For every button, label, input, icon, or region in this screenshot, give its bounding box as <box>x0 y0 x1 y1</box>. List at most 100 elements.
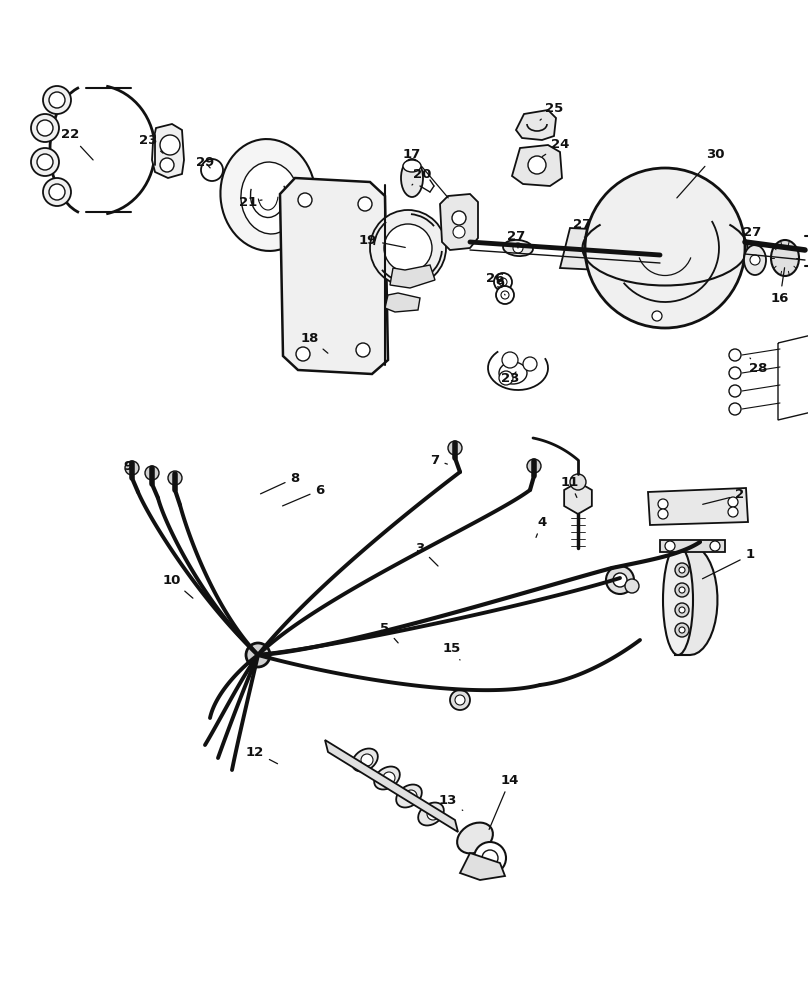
Circle shape <box>448 441 462 455</box>
Circle shape <box>679 567 685 573</box>
Circle shape <box>49 92 65 108</box>
Circle shape <box>625 579 639 593</box>
Polygon shape <box>390 265 435 288</box>
Text: 7: 7 <box>431 454 448 466</box>
Text: 29: 29 <box>196 155 214 168</box>
Text: 23: 23 <box>139 133 163 153</box>
Circle shape <box>496 286 514 304</box>
Circle shape <box>384 224 432 272</box>
Circle shape <box>455 695 465 705</box>
Text: 30: 30 <box>677 148 724 198</box>
Text: 19: 19 <box>359 233 406 247</box>
Text: 10: 10 <box>163 574 193 598</box>
Circle shape <box>499 278 507 286</box>
Ellipse shape <box>503 240 533 256</box>
Polygon shape <box>280 178 388 374</box>
Circle shape <box>502 352 518 368</box>
Text: 18: 18 <box>301 332 328 353</box>
Circle shape <box>658 509 668 519</box>
Circle shape <box>356 343 370 357</box>
Circle shape <box>31 148 59 176</box>
Circle shape <box>710 541 720 551</box>
Circle shape <box>160 135 180 155</box>
Circle shape <box>570 474 586 490</box>
Polygon shape <box>512 145 562 186</box>
Circle shape <box>523 357 537 371</box>
Circle shape <box>728 497 738 507</box>
Circle shape <box>652 311 662 321</box>
Circle shape <box>450 690 470 710</box>
Text: 24: 24 <box>542 138 569 156</box>
Circle shape <box>679 587 685 593</box>
Text: 9: 9 <box>495 278 505 295</box>
Circle shape <box>729 367 741 379</box>
Circle shape <box>160 158 174 172</box>
Text: 27: 27 <box>573 219 591 237</box>
Ellipse shape <box>403 160 421 172</box>
Circle shape <box>585 168 745 328</box>
Circle shape <box>750 255 760 265</box>
Circle shape <box>361 754 373 766</box>
Text: 25: 25 <box>540 102 563 120</box>
Circle shape <box>728 507 738 517</box>
Circle shape <box>49 184 65 200</box>
Circle shape <box>675 583 689 597</box>
Polygon shape <box>648 488 748 525</box>
Polygon shape <box>460 853 505 880</box>
Ellipse shape <box>396 785 422 807</box>
Text: 20: 20 <box>412 168 431 185</box>
Polygon shape <box>660 540 725 552</box>
Text: 23: 23 <box>501 371 520 384</box>
Circle shape <box>675 603 689 617</box>
Text: 12: 12 <box>246 746 277 764</box>
Text: 21: 21 <box>239 196 262 209</box>
Circle shape <box>370 210 446 286</box>
Circle shape <box>729 385 741 397</box>
Text: 8: 8 <box>260 472 300 494</box>
Text: 13: 13 <box>439 794 463 810</box>
Circle shape <box>679 607 685 613</box>
Circle shape <box>358 197 372 211</box>
Circle shape <box>43 178 71 206</box>
Circle shape <box>606 566 634 594</box>
Circle shape <box>482 850 498 866</box>
Polygon shape <box>385 293 420 312</box>
Circle shape <box>43 86 71 114</box>
Polygon shape <box>675 545 718 655</box>
Circle shape <box>296 347 310 361</box>
Text: 5: 5 <box>381 621 398 643</box>
Circle shape <box>675 623 689 637</box>
Text: 11: 11 <box>561 476 579 497</box>
Text: 2: 2 <box>703 488 744 504</box>
Circle shape <box>405 790 417 802</box>
Ellipse shape <box>419 803 444 825</box>
Circle shape <box>494 273 512 291</box>
Text: 27: 27 <box>743 226 761 245</box>
Polygon shape <box>440 194 478 250</box>
Polygon shape <box>560 228 610 270</box>
Ellipse shape <box>352 749 378 771</box>
Circle shape <box>528 156 546 174</box>
Circle shape <box>675 563 689 577</box>
Text: 6: 6 <box>283 484 325 506</box>
Circle shape <box>453 226 465 238</box>
Circle shape <box>499 371 513 385</box>
Text: 26: 26 <box>486 271 504 284</box>
Ellipse shape <box>221 139 316 251</box>
Polygon shape <box>152 124 184 178</box>
Polygon shape <box>325 740 458 832</box>
Circle shape <box>527 459 541 473</box>
Circle shape <box>665 541 675 551</box>
Ellipse shape <box>401 159 423 197</box>
Circle shape <box>729 403 741 415</box>
Circle shape <box>452 211 466 225</box>
Circle shape <box>658 499 668 509</box>
Circle shape <box>383 772 395 784</box>
Circle shape <box>501 291 509 299</box>
Text: 1: 1 <box>702 548 755 579</box>
Text: 28: 28 <box>749 358 767 374</box>
Text: 27: 27 <box>507 230 525 248</box>
Circle shape <box>37 154 53 170</box>
Ellipse shape <box>771 240 799 276</box>
Circle shape <box>125 461 139 475</box>
